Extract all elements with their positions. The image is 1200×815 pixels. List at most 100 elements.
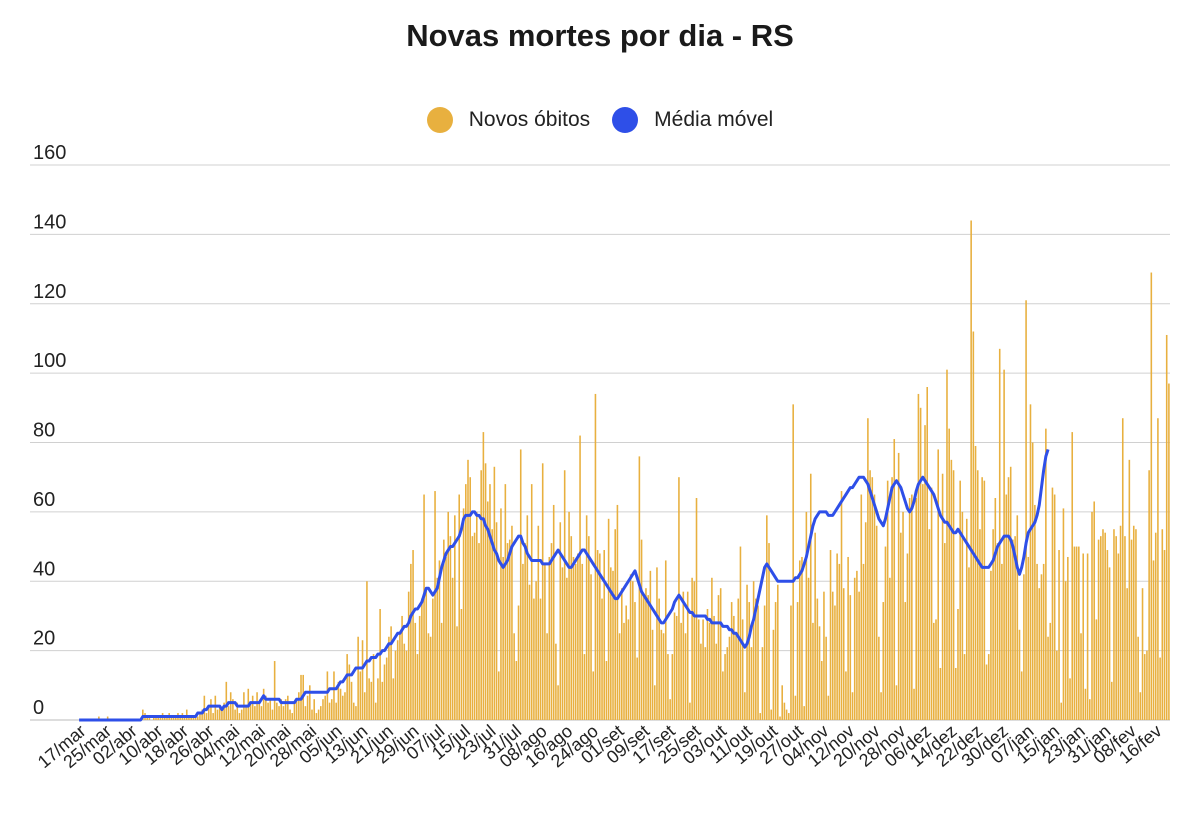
bar [284,699,287,720]
bar [1089,699,1091,720]
bar [781,685,783,720]
bar [818,626,821,720]
bar [653,685,656,720]
bar [245,706,247,721]
bar [796,602,799,720]
bar [172,716,175,720]
bar [794,695,797,720]
bar [451,577,454,720]
bar [445,556,447,720]
bar [768,543,770,720]
bar [1146,650,1148,721]
bar [610,567,612,721]
bar [952,470,955,720]
bar [341,695,344,720]
bar [1069,678,1071,721]
bar [142,709,144,720]
bar [788,713,790,720]
bar [287,695,289,720]
bar [216,709,219,720]
bar [651,629,654,720]
bar-series [98,220,1170,721]
legend-item-media-movel[interactable]: Média móvel [612,107,773,133]
bar [1163,550,1166,720]
bar [625,605,627,720]
bar [689,702,691,720]
legend-swatch-line [612,107,639,133]
bar [1143,654,1146,720]
legend-item-novos-obitos[interactable]: Novos óbitos [426,107,590,133]
bar [1100,536,1102,720]
bar [465,484,467,721]
bar [513,633,515,720]
bar [629,574,632,720]
bar [315,713,318,720]
bar [251,695,254,720]
bar [339,688,342,720]
bar [693,581,696,720]
bar [939,667,942,720]
bar [447,511,450,721]
bar [820,661,823,720]
bar [590,574,592,720]
bar [748,602,751,720]
bar [1168,383,1170,720]
bar [1042,563,1045,720]
bar [976,470,979,720]
bar [1045,428,1047,721]
bar [486,501,489,720]
bar [155,716,157,720]
bar [449,536,452,720]
bar [741,619,744,720]
bar [664,560,667,720]
bar [322,699,324,720]
bar [568,511,570,721]
bar [566,577,568,720]
bar [467,459,469,720]
bar [893,439,896,720]
bar [374,702,377,720]
bar [930,487,933,720]
bar [809,473,812,720]
bar [491,529,493,720]
bar [480,470,482,720]
bar [440,622,443,721]
bar [502,556,504,720]
bar [858,591,860,720]
bar [508,539,511,721]
bar [827,695,830,720]
bar [682,591,685,720]
bar [506,543,509,720]
bar [234,709,236,720]
bar [366,581,368,720]
bar [798,560,801,720]
bar [240,709,243,720]
bar [515,661,518,720]
bar [1126,588,1128,720]
bar [1067,556,1069,720]
bar [298,692,300,720]
bar [313,699,315,720]
bar [548,556,551,720]
bar [642,595,645,721]
y-tick-label: 140 [33,211,66,233]
bar [730,602,733,720]
bar [1104,532,1106,720]
bar [324,695,326,720]
bar [998,348,1001,720]
bar [434,491,436,720]
bar [232,699,234,720]
bar [1161,529,1164,720]
bar [733,615,735,720]
bar [680,622,682,721]
bar [667,654,669,720]
bar [926,387,928,720]
bar [616,504,619,720]
bar [236,702,239,720]
bar [153,716,155,720]
bar [1027,556,1030,720]
bar [1117,553,1120,720]
bar [686,591,689,720]
bar [845,671,847,720]
bar [330,699,333,720]
